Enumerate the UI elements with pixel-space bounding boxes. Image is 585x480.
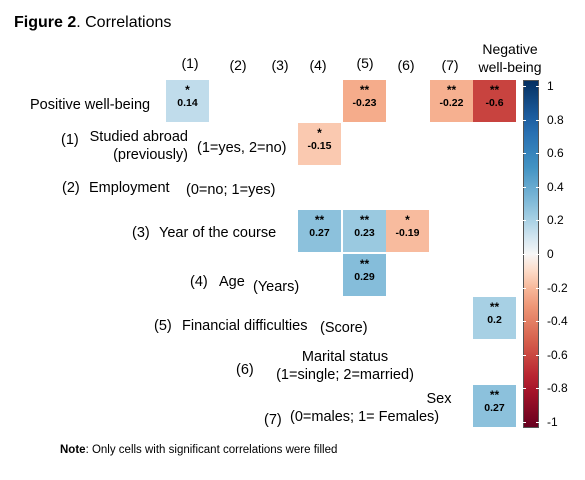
heatmap-cell: ** 0.23 — [343, 210, 386, 252]
row-label-5-coding: (Score) — [320, 320, 368, 336]
row-label-6-number: (6) — [236, 362, 254, 378]
heatmap-cell: ** 0.27 — [473, 385, 516, 427]
cell-significance: * — [317, 126, 322, 140]
colorbar-tick-label: -0.2 — [547, 280, 568, 295]
row-label-5-number: (5) — [154, 318, 172, 334]
cell-significance: ** — [446, 83, 457, 97]
colorbar-tick-label: -1 — [547, 415, 558, 429]
cell-value: 0.2 — [487, 314, 502, 326]
colorbar-tick-label: -0.4 — [547, 314, 568, 329]
colorbar-tick-label: 0.4 — [547, 179, 564, 194]
colorbar-tick-label: 0.2 — [547, 213, 564, 228]
col-header-5: (5) — [356, 55, 374, 71]
row-label-2-name: Employment — [89, 180, 170, 196]
cell-significance: ** — [489, 300, 500, 314]
row-label-3-number: (3) — [132, 225, 150, 241]
heatmap-cell: * 0.14 — [166, 80, 209, 122]
row-label-7-name: Sex — [426, 391, 452, 407]
heatmap-cell: ** -0.22 — [430, 80, 473, 122]
heatmap-cell: ** 0.27 — [298, 210, 341, 252]
cell-significance: ** — [489, 388, 500, 402]
cell-value: 0.23 — [354, 227, 375, 239]
cell-significance: * — [185, 83, 190, 97]
row-label-4-name: Age — [219, 274, 245, 290]
row-label-7-number: (7) — [264, 412, 282, 428]
heatmap-cell: ** -0.6 — [473, 80, 516, 122]
col-header-7: (7) — [441, 57, 459, 73]
heatmap-cell: * -0.19 — [386, 210, 429, 252]
cell-significance: * — [405, 213, 410, 227]
cell-value: -0.23 — [352, 97, 377, 109]
colorbar-tick-label: -0.8 — [547, 381, 568, 396]
cell-value: -0.22 — [439, 97, 464, 109]
row-label-4-coding: (Years) — [253, 279, 300, 295]
col-header-3: (3) — [271, 57, 289, 73]
cell-value: -0.6 — [485, 97, 504, 109]
row-label-2-coding: (0=no; 1=yes) — [186, 182, 276, 198]
row-label-4-number: (4) — [190, 274, 208, 290]
cell-significance: ** — [359, 213, 370, 227]
figure-title: Figure 2. Correlations — [14, 14, 172, 31]
footnote: Note: Only cells with significant correl… — [60, 444, 338, 456]
colorbar-tick-label: 1 — [547, 79, 554, 93]
colorbar-tick-label: 0.6 — [547, 146, 564, 161]
row-label-2-number: (2) — [62, 180, 80, 196]
row-label-5-name: Financial difficulties — [182, 318, 308, 334]
colorbar-tick-label: 0 — [547, 247, 554, 261]
cell-value: 0.29 — [354, 271, 375, 283]
colorbar-tick-label: 0.8 — [547, 112, 564, 127]
cell-value: 0.27 — [309, 227, 330, 239]
row-label-positive-well-being: Positive well-being — [30, 97, 151, 113]
row-label-1-name: Studied abroad (previously) — [89, 129, 188, 163]
colorbar-tick-label: -0.6 — [547, 347, 568, 362]
cell-value: -0.19 — [395, 227, 420, 239]
col-header-2: (2) — [229, 57, 247, 73]
cell-significance: ** — [314, 213, 325, 227]
col-header-negative-well-being: Negative well-being — [478, 41, 542, 75]
heatmap-cell: ** 0.29 — [343, 254, 386, 296]
heatmap-cell: ** -0.23 — [343, 80, 386, 122]
cell-significance: ** — [359, 83, 370, 97]
row-label-7-coding: (0=males; 1= Females) — [290, 409, 440, 425]
cell-value: -0.15 — [307, 140, 332, 152]
cell-significance: ** — [359, 257, 370, 271]
row-label-3-name: Year of the course — [159, 225, 277, 241]
row-label-6-name: Marital status (1=single; 2=married) — [276, 349, 414, 383]
col-header-6: (6) — [397, 57, 415, 73]
row-label-1-number: (1) — [61, 132, 79, 148]
row-label-1-coding: (1=yes, 2=no) — [197, 140, 287, 156]
heatmap-cell: ** 0.2 — [473, 297, 516, 339]
cell-significance: ** — [489, 83, 500, 97]
col-header-4: (4) — [309, 57, 327, 73]
heatmap-cell: * -0.15 — [298, 123, 341, 165]
cell-value: 0.27 — [484, 402, 505, 414]
cell-value: 0.14 — [177, 97, 198, 109]
col-header-1: (1) — [181, 55, 199, 71]
